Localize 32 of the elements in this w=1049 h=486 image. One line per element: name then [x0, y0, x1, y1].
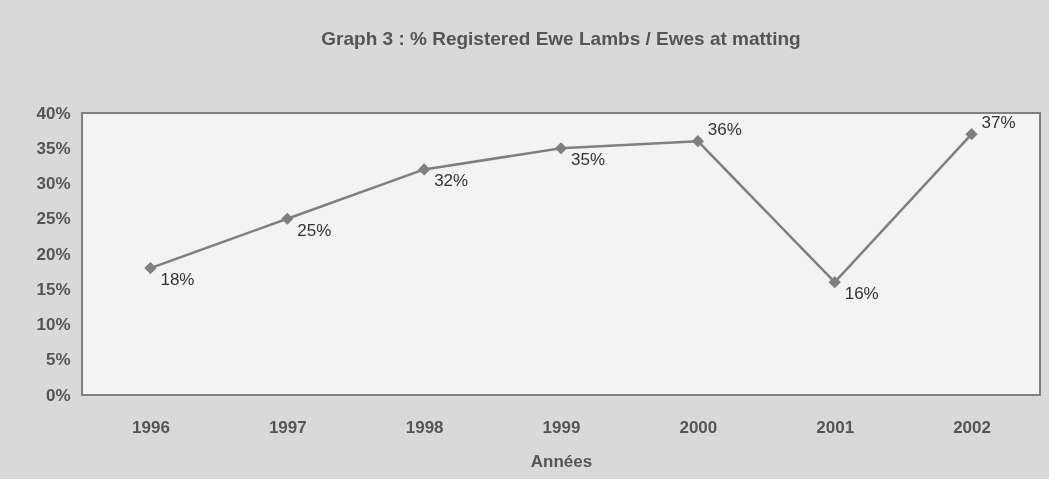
data-label: 16%	[844, 284, 879, 304]
x-tick-label: 1998	[405, 417, 444, 437]
y-tick-label: 0%	[45, 385, 71, 405]
y-tick-label: 40%	[36, 103, 71, 123]
data-label: 25%	[297, 220, 332, 240]
x-tick-label: 1996	[132, 417, 170, 437]
x-tick-label: 2001	[816, 417, 855, 437]
point	[418, 163, 431, 176]
y-tick-label: 25%	[36, 209, 71, 229]
data-label: 18%	[160, 270, 195, 290]
y-tick-label: 10%	[36, 315, 71, 334]
data-label: 32%	[434, 171, 469, 191]
chart-title: Graph 3 : % Registered Ewe Lambs / Ewes at matting	[321, 28, 801, 49]
point	[828, 276, 841, 289]
y-tick-label: 5%	[45, 350, 71, 370]
x-tick-label: 1999	[542, 417, 581, 437]
point	[554, 142, 568, 155]
x-axis-title: Années	[530, 451, 593, 471]
data-label: 36%	[707, 120, 742, 140]
data-label: 37%	[981, 113, 1016, 133]
y-tick-label: 30%	[36, 174, 71, 193]
x-tick-label: 2000	[679, 417, 718, 437]
y-tick-label: 15%	[36, 279, 71, 299]
point	[281, 212, 294, 225]
y-tick-label: 35%	[36, 138, 71, 158]
point	[691, 135, 704, 148]
point	[965, 128, 978, 141]
x-tick-label: 2002	[953, 417, 991, 437]
x-tick-label: 1997	[268, 417, 307, 437]
data-label: 35%	[571, 150, 606, 170]
point	[144, 261, 157, 275]
y-tick-label: 20%	[36, 244, 71, 264]
